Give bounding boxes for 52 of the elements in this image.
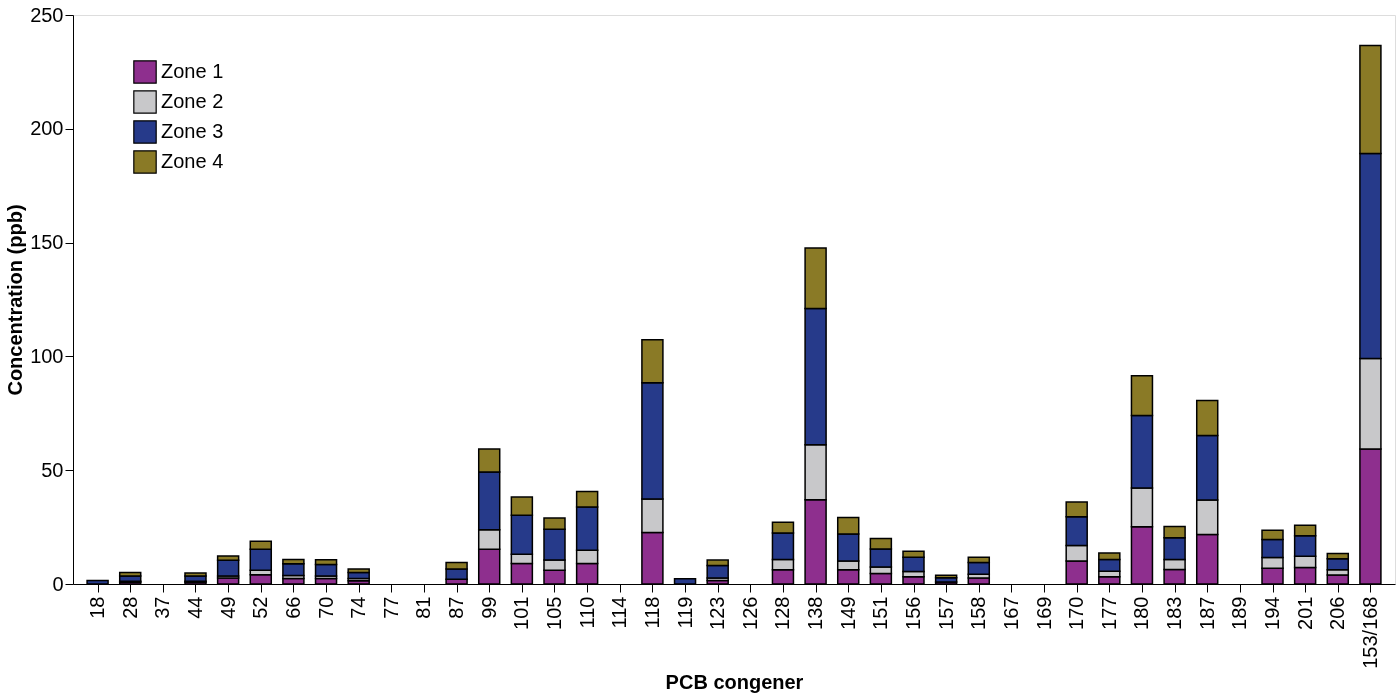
x-tick-label: 169 (1032, 596, 1055, 630)
x-tick-label: 81 (412, 596, 435, 619)
x-tick-label: 128 (771, 596, 794, 630)
x-tick-label: 187 (1195, 596, 1218, 630)
y-tick-label: 250 (30, 3, 64, 26)
x-tick-label: 70 (314, 596, 337, 619)
legend-label: Zone 4 (161, 150, 224, 172)
x-tick-label: 110 (575, 596, 598, 629)
x-tick-label: 101 (510, 596, 533, 630)
legend-label: Zone 3 (161, 120, 224, 142)
x-tick-label: 167 (999, 596, 1022, 630)
y-tick-label: 50 (41, 458, 64, 481)
y-tick-label: 150 (30, 231, 64, 254)
x-tick-label: 183 (1163, 596, 1186, 630)
x-tick-label: 52 (249, 596, 272, 619)
x-tick-label: 99 (477, 596, 500, 619)
x-tick-label: 87 (445, 596, 468, 619)
x-tick-label: 74 (347, 596, 370, 619)
legend-label: Zone 1 (161, 60, 224, 82)
x-tick-label: 177 (1097, 596, 1120, 630)
x-tick-label: 44 (183, 596, 206, 619)
x-tick-label: 118 (640, 596, 663, 629)
x-tick-label: 156 (902, 596, 924, 630)
x-tick-label: 180 (1130, 596, 1153, 630)
y-tick-label: 0 (52, 572, 64, 595)
x-tick-label: 123 (706, 596, 729, 630)
x-tick-label: 170 (1065, 596, 1088, 630)
x-tick-label: 206 (1326, 596, 1349, 630)
x-tick-label: 149 (836, 596, 859, 630)
x-axis-title: PCB congener (665, 670, 804, 693)
x-tick-label: 201 (1293, 596, 1316, 630)
y-tick-label: 100 (30, 344, 64, 367)
x-tick-label: 49 (216, 596, 239, 619)
y-tick-label: 200 (30, 117, 64, 140)
x-tick-label: 119 (673, 596, 696, 629)
x-tick-label: 77 (379, 596, 402, 619)
x-tick-label: 28 (118, 596, 141, 619)
x-tick-label: 66 (281, 596, 304, 619)
y-axis-title: Concentration (ppb) (4, 204, 27, 396)
x-tick-label: 37 (151, 596, 174, 619)
x-tick-label: 105 (543, 596, 565, 630)
x-tick-label: 151 (869, 596, 892, 630)
x-tick-label: 114 (608, 596, 631, 629)
legend-label: Zone 2 (161, 90, 224, 112)
x-tick-label: 157 (934, 596, 957, 630)
x-tick-label: 18 (86, 596, 109, 619)
x-tick-label: 189 (1228, 596, 1251, 630)
x-tick-label: 153/168 (1358, 596, 1381, 669)
x-tick-label: 194 (1261, 596, 1284, 630)
x-tick-label: 126 (738, 596, 761, 630)
x-tick-label: 138 (804, 596, 827, 630)
x-tick-label: 158 (967, 596, 990, 630)
